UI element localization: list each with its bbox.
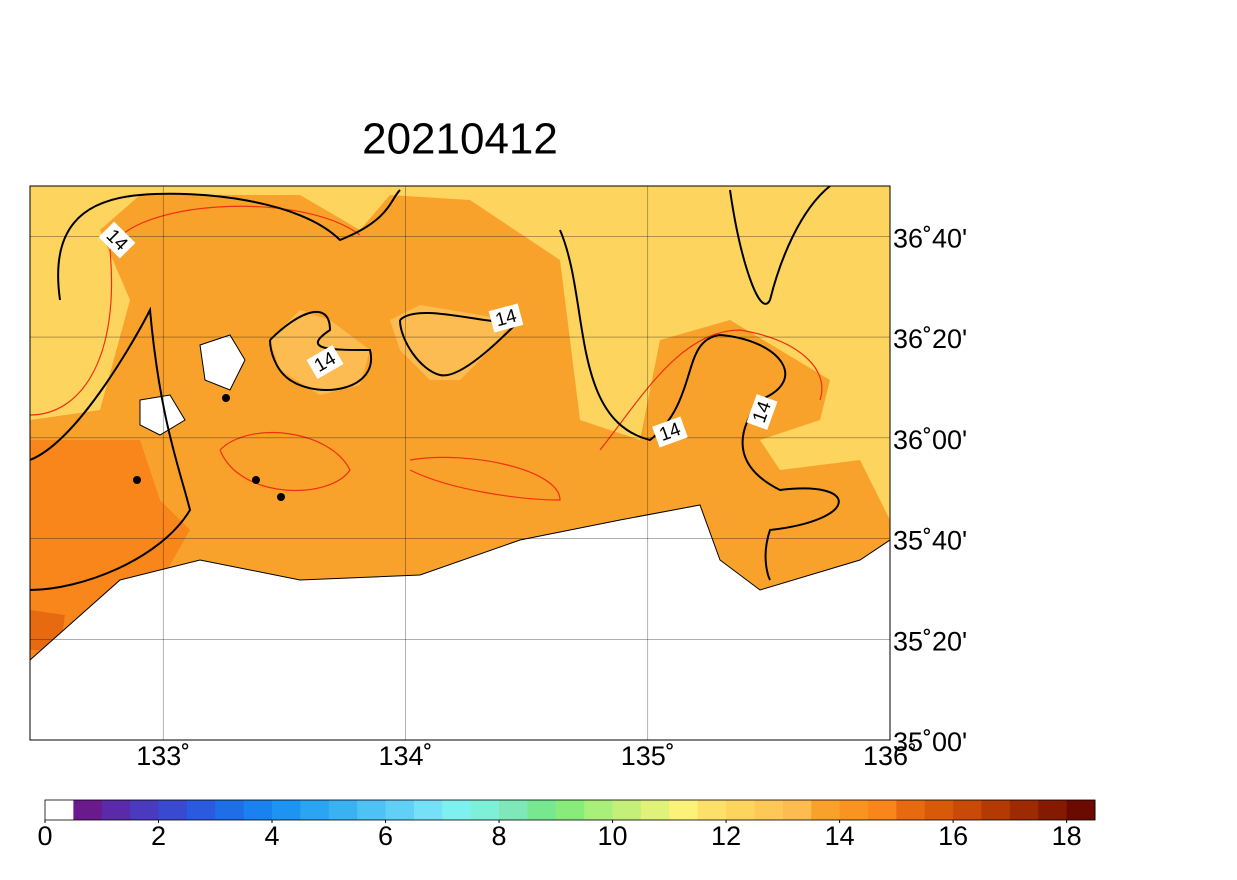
colorbar-swatch bbox=[1066, 800, 1096, 820]
colorbar-swatch bbox=[981, 800, 1011, 820]
lat-label: 36˚40' bbox=[893, 223, 967, 253]
sst-field bbox=[30, 186, 890, 740]
colorbar-swatch bbox=[669, 800, 699, 820]
colorbar-swatch bbox=[385, 800, 415, 820]
lat-label: 36˚00' bbox=[893, 425, 967, 455]
lon-label: 134˚ bbox=[378, 741, 432, 771]
contours-14 bbox=[30, 186, 840, 591]
colorbar-swatch bbox=[186, 800, 216, 820]
colorbar-label: 12 bbox=[711, 821, 741, 851]
map-frame bbox=[29, 185, 891, 741]
colorbar-swatch bbox=[612, 800, 642, 820]
colorbar-swatch bbox=[413, 800, 443, 820]
colorbar-swatch bbox=[726, 800, 755, 820]
colorbar-swatch bbox=[328, 800, 358, 820]
colorbar-label: 10 bbox=[598, 821, 628, 851]
colorbar-swatch bbox=[527, 800, 557, 820]
contour-label-box bbox=[488, 303, 524, 333]
map-title: 20210412 bbox=[362, 115, 558, 164]
lon-label: 133˚ bbox=[136, 741, 190, 771]
colorbar-swatch bbox=[867, 800, 897, 820]
stations bbox=[133, 394, 285, 501]
colorbar-swatch bbox=[272, 800, 301, 820]
colorbar-swatch bbox=[640, 800, 670, 820]
land bbox=[30, 504, 890, 740]
lat-label: 35˚20' bbox=[893, 626, 967, 656]
colorbar-swatch bbox=[357, 800, 387, 820]
island bbox=[139, 394, 186, 436]
colorbar-swatch bbox=[697, 800, 727, 820]
lat-label: 36˚20' bbox=[893, 324, 967, 354]
lon-label: 136˚ bbox=[863, 741, 917, 771]
colorbar-swatch bbox=[300, 800, 330, 820]
colorbar-swatch bbox=[73, 800, 103, 820]
lat-label: 35˚40' bbox=[893, 526, 967, 556]
sea-15-16 bbox=[30, 440, 190, 660]
colorbar-swatch bbox=[499, 800, 528, 820]
colorbar-swatch bbox=[442, 800, 472, 820]
contour-label-box bbox=[306, 344, 344, 380]
contour-label-box bbox=[98, 221, 136, 259]
colorbar-swatch bbox=[953, 800, 982, 820]
colorbar-swatch bbox=[243, 800, 273, 820]
colorbar-swatch bbox=[924, 800, 954, 820]
colorbar-swatch bbox=[839, 800, 869, 820]
lat-label: 35˚00' bbox=[893, 727, 967, 757]
colorbar-swatch bbox=[782, 800, 812, 820]
lon-label: 135˚ bbox=[621, 741, 675, 771]
colorbar-swatch bbox=[896, 800, 926, 820]
colorbar-label: 0 bbox=[37, 821, 52, 851]
colorbar-label: 8 bbox=[492, 821, 507, 851]
colorbar-label: 2 bbox=[151, 821, 166, 851]
colorbar-frame bbox=[44, 799, 1096, 821]
colorbar-swatch bbox=[215, 800, 245, 820]
contour-label-box bbox=[652, 416, 688, 448]
colorbar-swatch bbox=[584, 800, 614, 820]
colorbar-swatch bbox=[1009, 800, 1039, 820]
colorbar-swatch bbox=[811, 800, 841, 820]
colorbar-swatch bbox=[101, 800, 131, 820]
colorbar-swatch bbox=[45, 800, 74, 820]
colorbar-swatch bbox=[158, 800, 188, 820]
colorbar-swatch bbox=[470, 800, 500, 820]
colorbar-swatch bbox=[130, 800, 160, 820]
contour-label-box bbox=[746, 394, 778, 430]
colorbar-label: 14 bbox=[825, 821, 855, 851]
colorbar-swatch bbox=[555, 800, 585, 820]
colorbar-label: 6 bbox=[378, 821, 393, 851]
colorbar-label: 16 bbox=[938, 821, 968, 851]
colorbar-label: 4 bbox=[265, 821, 280, 851]
island bbox=[199, 334, 246, 391]
colorbar-label: 18 bbox=[1052, 821, 1082, 851]
colorbar-swatch bbox=[754, 800, 784, 820]
colorbar-swatch bbox=[1038, 800, 1068, 820]
